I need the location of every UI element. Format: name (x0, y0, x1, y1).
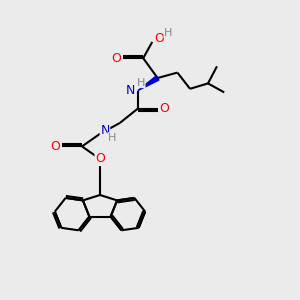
Text: N: N (100, 124, 110, 137)
Text: H: H (136, 78, 145, 88)
Text: O: O (154, 32, 164, 44)
Text: O: O (95, 152, 105, 166)
Polygon shape (138, 76, 159, 91)
Text: H: H (164, 28, 172, 38)
Text: O: O (112, 52, 121, 65)
Text: N: N (126, 84, 136, 97)
Text: O: O (160, 102, 170, 115)
Text: O: O (50, 140, 60, 153)
Text: H: H (108, 133, 116, 143)
